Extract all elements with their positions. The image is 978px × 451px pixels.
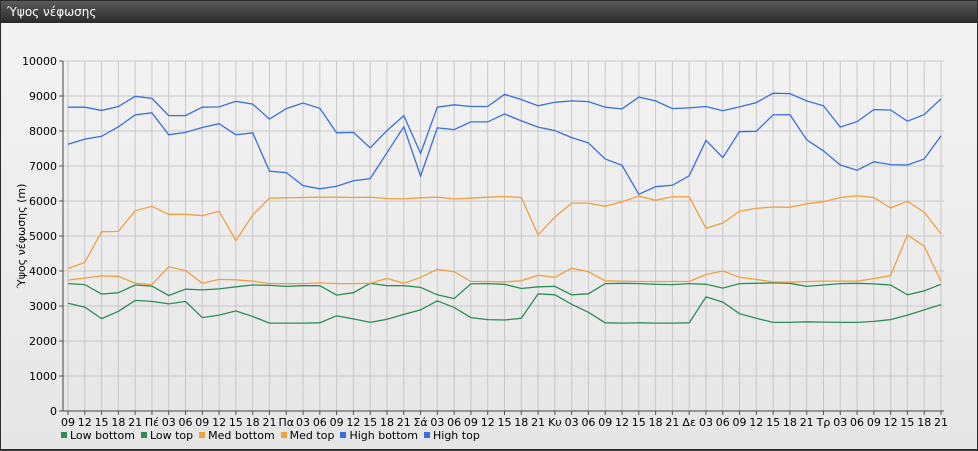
series-line-low-top (67, 282, 942, 300)
x-tick-label: 15 (766, 416, 780, 429)
x-tick-label: 12 (212, 416, 226, 429)
y-tick-label: 8000 (29, 125, 57, 138)
x-tick-label: 21 (262, 416, 276, 429)
y-tick-label: 4000 (29, 265, 57, 278)
x-tick-label: 09 (464, 416, 478, 429)
x-tick-label: 09 (598, 416, 612, 429)
x-tick-label: 12 (481, 416, 495, 429)
x-tick-label: 06 (581, 416, 595, 429)
legend-item: Low bottom (61, 429, 135, 442)
x-tick-label: 21 (531, 416, 545, 429)
x-tick-label: 18 (783, 416, 797, 429)
x-tick-label: Σά (413, 416, 427, 429)
y-axis-label: Ύψος νέφωσης (m) (15, 184, 28, 290)
series-line-low-bottom (67, 293, 942, 324)
x-tick-label: 03 (162, 416, 176, 429)
x-tick-label: 18 (111, 416, 125, 429)
legend-label: Low bottom (70, 428, 135, 442)
y-tick-label: 1000 (29, 370, 57, 383)
x-tick-label: Πα (278, 416, 294, 429)
series-line-med-bottom (67, 233, 942, 286)
x-tick-label: 03 (833, 416, 847, 429)
y-tick-label: 0 (50, 405, 57, 418)
legend-swatch (424, 432, 430, 438)
x-tick-label: 21 (934, 416, 948, 429)
x-tick-label: 06 (313, 416, 327, 429)
x-tick-label: Κυ (548, 416, 562, 429)
legend-label: Med bottom (208, 428, 275, 442)
x-tick-label: 09 (330, 416, 344, 429)
legend-item: High top (424, 429, 480, 442)
x-tick-label: 12 (884, 416, 898, 429)
legend-swatch (140, 432, 147, 438)
x-tick-label: 12 (78, 416, 92, 429)
x-tick-label: Δε (682, 416, 696, 429)
x-tick-label: 09 (867, 416, 881, 429)
x-tick-label: 15 (632, 416, 646, 429)
x-tick-label: 03 (565, 416, 579, 429)
y-tick-label: 7000 (29, 160, 57, 173)
y-tick-label: 5000 (29, 230, 57, 243)
x-tick-label: 15 (900, 416, 914, 429)
legend-item: Med bottom (199, 429, 275, 442)
x-tick-label: 15 (498, 416, 512, 429)
x-tick-label: 12 (615, 416, 629, 429)
x-tick-label: 21 (800, 416, 814, 429)
legend-label: High top (433, 428, 480, 442)
legend-swatch (340, 432, 347, 438)
x-tick-label: 12 (346, 416, 360, 429)
y-tick-label: 9000 (29, 90, 57, 103)
legend-label: High bottom (349, 428, 418, 442)
x-tick-label: 15 (363, 416, 377, 429)
window-title: Ύψος νέφωσης (1, 1, 977, 23)
y-tick-label: 2000 (29, 335, 57, 348)
x-tick-label: 06 (716, 416, 730, 429)
legend-item: Med top (280, 428, 335, 442)
chart-legend: Low bottom Low top Med bottom Med top High b… (61, 427, 486, 443)
series-line-high-bottom (67, 112, 942, 196)
x-tick-label: 18 (917, 416, 931, 429)
x-tick-label: 15 (95, 416, 109, 429)
x-tick-label: 03 (296, 416, 310, 429)
x-tick-label: 06 (447, 416, 461, 429)
legend-item: Low top (140, 428, 194, 442)
x-tick-label: 18 (514, 416, 528, 429)
legend-swatch (199, 432, 206, 438)
x-tick-label: 06 (850, 416, 864, 429)
y-tick-label: 6000 (29, 195, 57, 208)
x-tick-label: 03 (430, 416, 444, 429)
x-tick-label: 18 (649, 416, 663, 429)
x-tick-label: 09 (733, 416, 747, 429)
series-line-high-top (68, 92, 942, 156)
x-tick-label: 15 (229, 416, 243, 429)
x-tick-label: 21 (665, 416, 679, 429)
legend-label: Med top (289, 428, 335, 442)
x-tick-label: 09 (195, 416, 209, 429)
y-tick-label: 3000 (29, 300, 57, 313)
x-tick-label: 18 (380, 416, 394, 429)
x-tick-label: 03 (699, 416, 713, 429)
x-tick-label: 21 (128, 416, 142, 429)
x-tick-label: Τρ (816, 416, 831, 429)
legend-item: High bottom (340, 429, 418, 442)
x-tick-label: 18 (246, 416, 260, 429)
legend-swatch (280, 432, 287, 438)
legend-label: Low top (149, 428, 194, 442)
x-tick-label: Πέ (145, 416, 159, 429)
series-line-med-top (67, 195, 942, 270)
x-tick-label: 21 (397, 416, 411, 429)
x-tick-label: 09 (61, 416, 75, 429)
x-tick-label: 12 (749, 416, 763, 429)
y-tick-label: 10000 (22, 55, 57, 68)
legend-swatch (61, 432, 67, 438)
x-tick-label: 06 (179, 416, 193, 429)
